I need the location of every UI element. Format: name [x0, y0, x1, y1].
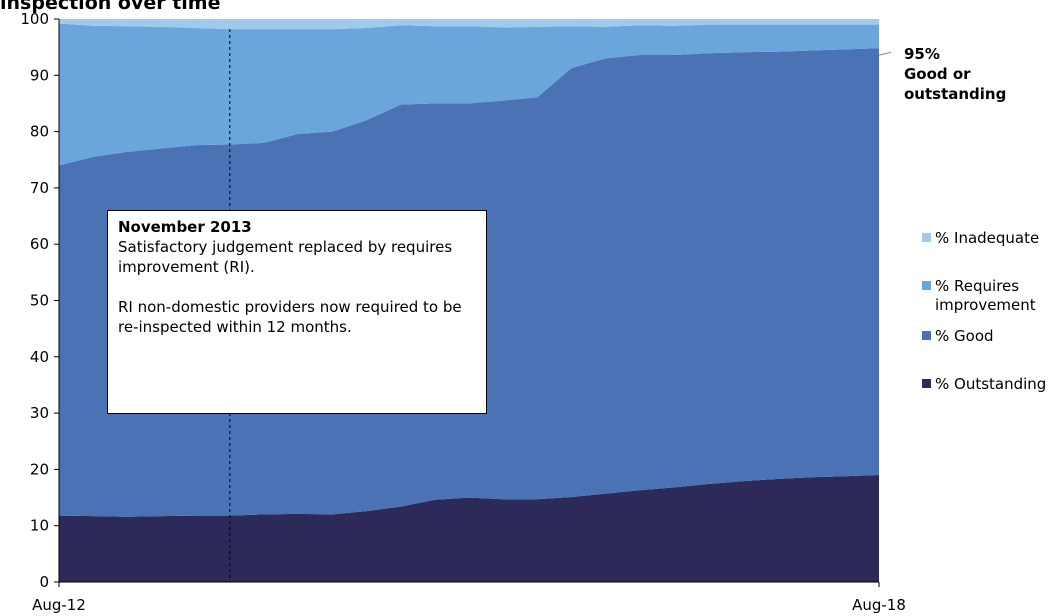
- y-tick-label: 50: [30, 292, 49, 310]
- annotation-text: Satisfactory judgement replaced by requi…: [118, 238, 462, 336]
- legend-swatch: [922, 379, 931, 388]
- x-tick-label: Aug-18: [852, 596, 906, 614]
- legend-swatch: [922, 233, 931, 242]
- annotation-title: November 2013: [118, 218, 252, 236]
- y-tick-label: 40: [30, 348, 49, 366]
- legend-label: % Outstanding: [935, 375, 1047, 393]
- legend-item: % Requires improvement: [922, 277, 1062, 315]
- y-tick-label: 20: [30, 460, 49, 478]
- legend-label: % Inadequate: [935, 229, 1040, 247]
- x-tick-label: Aug-12: [32, 596, 86, 614]
- area-inadequate: [59, 19, 879, 30]
- y-tick-label: 70: [30, 179, 49, 197]
- legend-item: % Inadequate: [922, 229, 1062, 248]
- y-tick-label: 10: [30, 517, 49, 535]
- legend-label: % Good: [935, 327, 994, 345]
- y-tick-label: 80: [30, 123, 49, 141]
- y-tick-label: 60: [30, 235, 49, 253]
- callout-text: Good or outstanding: [904, 65, 1007, 103]
- chart-title: inspection over time: [0, 0, 221, 14]
- y-tick-label: 0: [39, 573, 49, 591]
- legend-item: % Outstanding: [922, 375, 1062, 394]
- legend-swatch: [922, 281, 931, 290]
- legend-label: % Requires improvement: [935, 277, 1036, 314]
- area-requires-improvement: [59, 23, 879, 166]
- callout-value: 95%: [904, 45, 940, 63]
- y-tick-label: 100: [20, 10, 49, 28]
- legend-item: % Good: [922, 327, 1062, 346]
- legend-swatch: [922, 331, 931, 340]
- area-outstanding: [59, 475, 879, 582]
- y-tick-label: 30: [30, 404, 49, 422]
- callout-pointer: [878, 51, 892, 56]
- annotation-box: November 2013 Satisfactory judgement rep…: [107, 210, 487, 414]
- callout: 95% Good or outstanding: [904, 44, 1024, 104]
- y-tick-label: 90: [30, 66, 49, 84]
